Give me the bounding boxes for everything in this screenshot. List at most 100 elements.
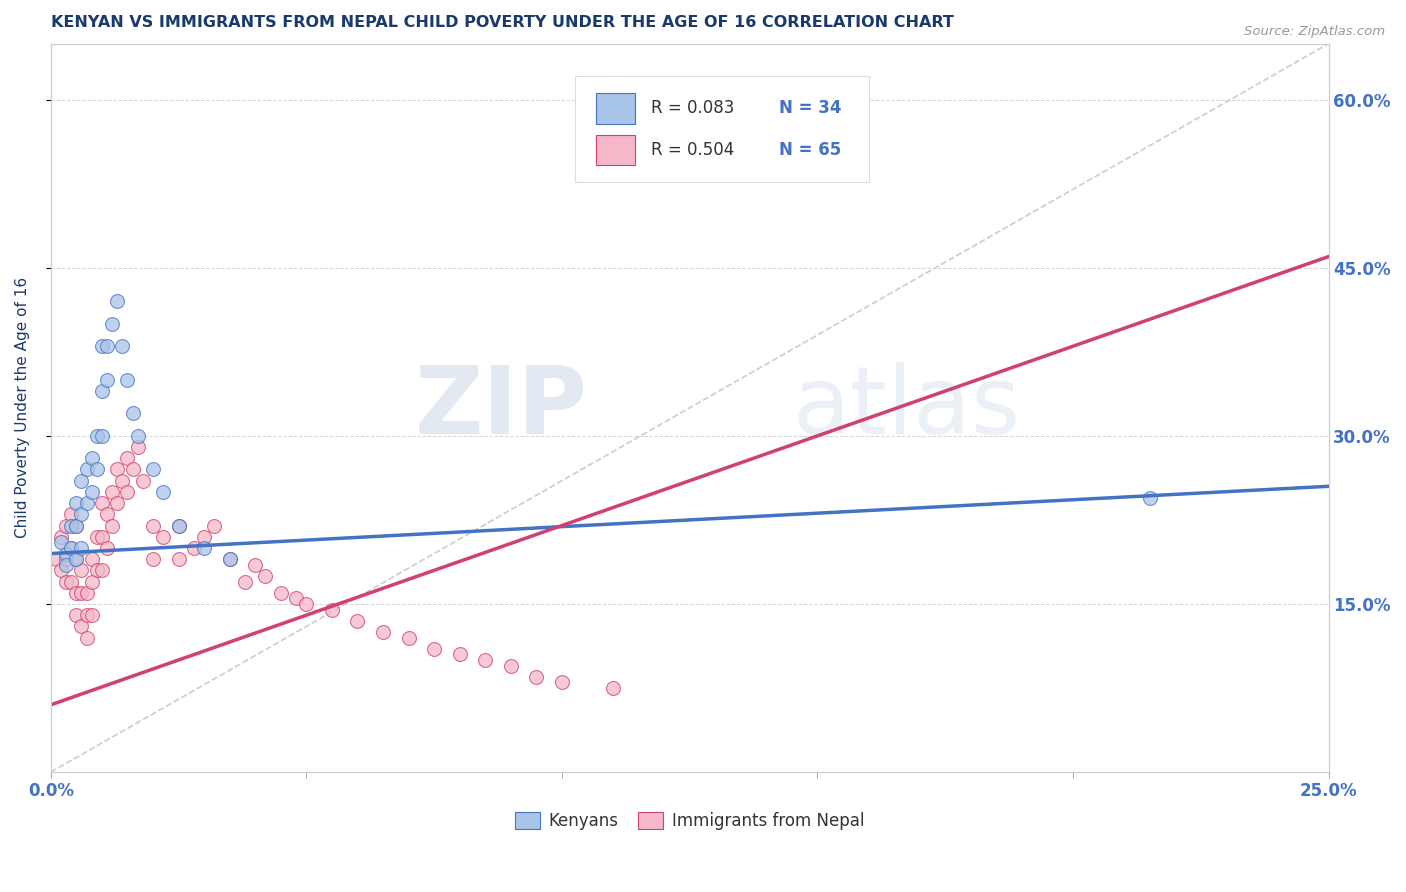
- Point: [91, 339, 114, 353]
- Point: [86, 563, 108, 577]
- Legend: Kenyans, Immigrants from Nepal: Kenyans, Immigrants from Nepal: [509, 805, 870, 837]
- Point: [101, 317, 124, 331]
- Point: [45, 552, 67, 566]
- Point: [117, 451, 139, 466]
- Point: [65, 586, 87, 600]
- Text: Source: ZipAtlas.com: Source: ZipAtlas.com: [1244, 25, 1385, 38]
- Point: [524, 670, 547, 684]
- Point: [127, 429, 149, 443]
- Point: [55, 574, 77, 589]
- Text: KENYAN VS IMMIGRANTS FROM NEPAL CHILD POVERTY UNDER THE AGE OF 16 CORRELATION CH: KENYAN VS IMMIGRANTS FROM NEPAL CHILD PO…: [51, 15, 953, 30]
- Point: [91, 530, 114, 544]
- Point: [193, 541, 215, 555]
- Point: [96, 508, 118, 522]
- FancyBboxPatch shape: [575, 77, 869, 182]
- Point: [551, 675, 574, 690]
- Point: [167, 552, 190, 566]
- Point: [602, 681, 624, 695]
- Point: [49, 535, 72, 549]
- Point: [346, 614, 368, 628]
- Text: R = 0.504: R = 0.504: [651, 141, 734, 159]
- Point: [117, 484, 139, 499]
- Text: N = 65: N = 65: [779, 141, 841, 159]
- Point: [132, 474, 155, 488]
- Point: [76, 631, 98, 645]
- Point: [70, 508, 93, 522]
- Point: [101, 484, 124, 499]
- Point: [202, 518, 225, 533]
- Point: [121, 407, 143, 421]
- Point: [474, 653, 496, 667]
- Point: [193, 530, 215, 544]
- Point: [105, 294, 128, 309]
- Point: [86, 462, 108, 476]
- Point: [398, 631, 420, 645]
- Point: [91, 429, 114, 443]
- Point: [76, 608, 98, 623]
- Point: [60, 541, 83, 555]
- Point: [152, 530, 174, 544]
- Point: [218, 552, 240, 566]
- Point: [60, 508, 83, 522]
- Point: [96, 339, 118, 353]
- Point: [80, 608, 103, 623]
- Point: [233, 574, 256, 589]
- Point: [105, 496, 128, 510]
- Point: [55, 552, 77, 566]
- Point: [65, 552, 87, 566]
- Text: ZIP: ZIP: [415, 362, 588, 454]
- Point: [96, 541, 118, 555]
- Point: [371, 624, 394, 639]
- Point: [65, 518, 87, 533]
- Point: [70, 563, 93, 577]
- Point: [65, 552, 87, 566]
- Point: [127, 440, 149, 454]
- Text: N = 34: N = 34: [779, 99, 842, 117]
- Point: [254, 569, 277, 583]
- Point: [142, 462, 165, 476]
- Point: [49, 530, 72, 544]
- Point: [60, 541, 83, 555]
- Point: [111, 339, 134, 353]
- Point: [55, 558, 77, 572]
- Point: [91, 384, 114, 398]
- Point: [65, 496, 87, 510]
- FancyBboxPatch shape: [596, 93, 634, 124]
- Point: [101, 518, 124, 533]
- Point: [245, 558, 267, 572]
- Point: [60, 518, 83, 533]
- Point: [167, 518, 190, 533]
- Text: R = 0.083: R = 0.083: [651, 99, 735, 117]
- Point: [65, 518, 87, 533]
- Point: [96, 373, 118, 387]
- Point: [449, 648, 471, 662]
- Point: [499, 658, 522, 673]
- Point: [111, 474, 134, 488]
- Point: [152, 484, 174, 499]
- Point: [91, 563, 114, 577]
- Point: [142, 552, 165, 566]
- Point: [70, 474, 93, 488]
- Point: [142, 518, 165, 533]
- Point: [70, 586, 93, 600]
- Point: [105, 462, 128, 476]
- Point: [55, 518, 77, 533]
- Text: atlas: atlas: [792, 362, 1021, 454]
- Point: [121, 462, 143, 476]
- Point: [183, 541, 205, 555]
- Point: [65, 608, 87, 623]
- FancyBboxPatch shape: [596, 135, 634, 165]
- Point: [80, 451, 103, 466]
- Point: [76, 462, 98, 476]
- Point: [80, 484, 103, 499]
- Point: [76, 586, 98, 600]
- Point: [70, 619, 93, 633]
- Point: [80, 574, 103, 589]
- Point: [60, 574, 83, 589]
- Point: [167, 518, 190, 533]
- Y-axis label: Child Poverty Under the Age of 16: Child Poverty Under the Age of 16: [15, 277, 30, 539]
- Point: [86, 530, 108, 544]
- Point: [55, 547, 77, 561]
- Point: [285, 591, 308, 606]
- Point: [91, 496, 114, 510]
